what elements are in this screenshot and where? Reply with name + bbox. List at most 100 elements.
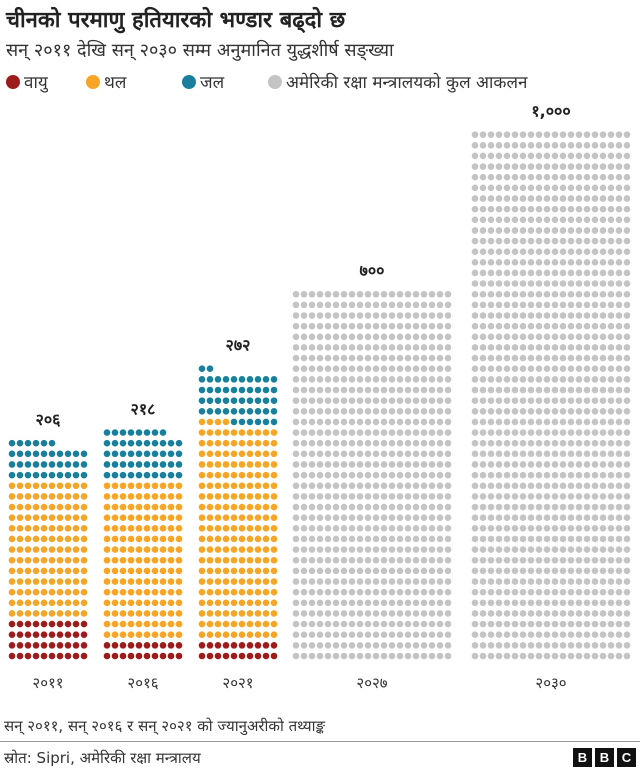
dot	[292, 482, 300, 490]
dot	[380, 493, 388, 500]
dot	[372, 535, 380, 543]
dot	[471, 397, 479, 404]
dot	[316, 610, 324, 617]
dot	[356, 652, 364, 660]
dot	[543, 184, 551, 192]
dot	[308, 567, 316, 575]
dot	[40, 620, 48, 628]
dot	[119, 652, 127, 660]
dot	[519, 535, 527, 543]
dot	[599, 642, 607, 649]
dot	[615, 365, 623, 373]
dot	[348, 407, 356, 415]
dot	[396, 290, 404, 298]
dot	[615, 588, 623, 596]
dot	[198, 429, 206, 436]
dot	[591, 461, 599, 468]
dot	[559, 184, 567, 192]
dot	[348, 578, 356, 585]
dot	[222, 503, 230, 511]
dot	[230, 450, 238, 458]
dot	[262, 471, 270, 479]
dot	[246, 450, 254, 458]
dot	[436, 567, 444, 575]
dot	[159, 556, 167, 564]
dot	[356, 482, 364, 490]
dot	[340, 493, 348, 500]
dot	[551, 599, 559, 607]
dot	[479, 578, 487, 585]
dot	[348, 599, 356, 607]
dot	[567, 163, 575, 170]
dot	[214, 503, 222, 511]
dot	[567, 429, 575, 436]
dot	[567, 578, 575, 585]
dot	[551, 312, 559, 319]
dot	[40, 503, 48, 511]
dot	[111, 450, 119, 458]
dot	[111, 525, 119, 532]
dot	[428, 290, 436, 298]
dot	[543, 237, 551, 245]
dot	[428, 514, 436, 521]
dot	[151, 493, 159, 500]
dot	[246, 535, 254, 543]
dot	[64, 620, 72, 628]
dot	[511, 471, 519, 479]
dot	[559, 493, 567, 500]
dot	[356, 620, 364, 628]
dot	[527, 141, 535, 149]
dot	[503, 141, 511, 149]
dot	[591, 631, 599, 639]
dot	[119, 599, 127, 607]
dot	[24, 503, 32, 511]
dot	[80, 631, 88, 639]
dot	[519, 397, 527, 404]
dot	[495, 227, 503, 234]
dot	[292, 535, 300, 543]
dot	[159, 588, 167, 596]
dot	[479, 354, 487, 362]
dot	[324, 386, 332, 394]
dot	[527, 163, 535, 170]
dot	[230, 461, 238, 468]
dot	[436, 578, 444, 585]
dot	[583, 163, 591, 170]
dot	[388, 397, 396, 404]
dot	[519, 407, 527, 415]
dot	[503, 407, 511, 415]
dot	[388, 588, 396, 596]
dot	[214, 450, 222, 458]
dot	[607, 599, 615, 607]
dot	[519, 503, 527, 511]
dot	[72, 525, 80, 532]
dot	[503, 322, 511, 330]
dot	[428, 642, 436, 649]
data-note: सन् २०११, सन् २०१६ र सन् २०२१ को ज्यानुअ…	[4, 717, 326, 735]
legend-swatch	[182, 74, 196, 89]
dot	[230, 493, 238, 500]
dot	[396, 418, 404, 426]
dot	[607, 259, 615, 266]
dot	[372, 567, 380, 575]
dot	[535, 184, 543, 192]
dot	[471, 152, 479, 160]
dot	[206, 503, 214, 511]
dot	[575, 322, 583, 330]
dot	[575, 312, 583, 319]
dot	[270, 599, 278, 607]
dot	[583, 546, 591, 553]
dot	[503, 163, 511, 170]
dot	[127, 461, 135, 468]
dot	[80, 493, 88, 500]
dot	[175, 642, 183, 649]
dot	[135, 588, 143, 596]
dot	[308, 493, 316, 500]
dot	[623, 184, 631, 192]
dot	[103, 631, 111, 639]
dot	[503, 184, 511, 192]
dot	[551, 556, 559, 564]
dot	[356, 514, 364, 521]
dot	[615, 386, 623, 394]
dot	[487, 376, 495, 383]
